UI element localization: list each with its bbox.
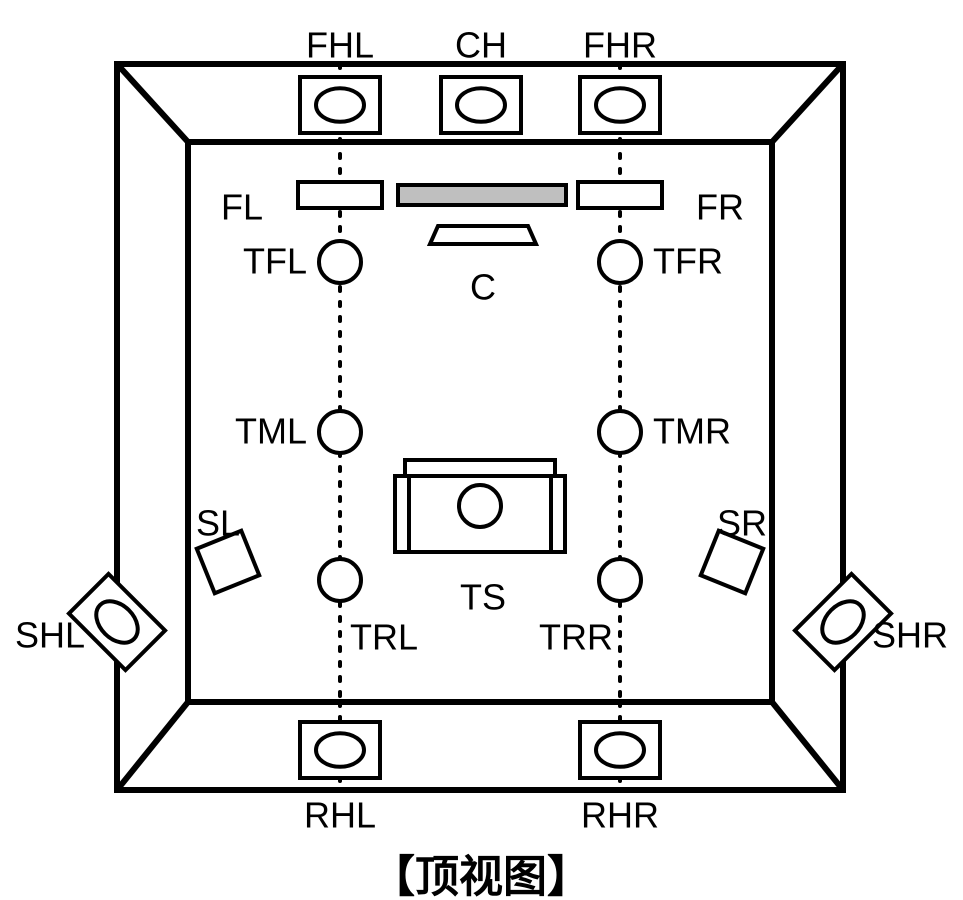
screen-bar (398, 185, 566, 205)
label-tmr: TMR (653, 411, 731, 452)
room-corner-line (772, 702, 843, 790)
label-trr: TRR (539, 617, 613, 658)
diagram-title: 【顶视图】 (371, 853, 591, 900)
speaker-rhr (580, 722, 660, 778)
room-outer (117, 64, 843, 790)
label-trl: TRL (350, 617, 418, 658)
label-sr: SR (717, 503, 767, 544)
speaker-ch (441, 77, 521, 133)
label-tfr: TFR (653, 241, 723, 282)
speaker-trl (319, 559, 361, 601)
label-tfl: TFL (243, 241, 307, 282)
speaker-trr (599, 559, 641, 601)
speaker-tml (319, 411, 361, 453)
speaker-rhl (300, 722, 380, 778)
room-corner-line (117, 702, 188, 790)
speaker-fr (578, 182, 662, 208)
speaker-fl (298, 182, 382, 208)
speaker-fhr (580, 77, 660, 133)
speaker-tfr (599, 241, 641, 283)
speaker-tfl (319, 241, 361, 283)
speaker-c (430, 226, 536, 244)
label-c: C (470, 267, 496, 308)
sofa-arm-r (551, 476, 565, 552)
label-rhr: RHR (581, 795, 659, 836)
label-fr: FR (696, 187, 744, 228)
label-sl: SL (196, 503, 240, 544)
label-rhl: RHL (304, 795, 376, 836)
listener-head (459, 485, 501, 527)
label-ts: TS (460, 577, 506, 618)
room-corner-line (772, 64, 843, 142)
label-fl: FL (221, 187, 263, 228)
label-fhr: FHR (583, 25, 657, 66)
label-shr: SHR (872, 615, 948, 656)
speaker-fhl (300, 77, 380, 133)
room-corner-line (117, 64, 188, 142)
label-tml: TML (235, 411, 307, 452)
label-ch: CH (455, 25, 507, 66)
label-shl: SHL (15, 615, 85, 656)
label-fhl: FHL (306, 25, 374, 66)
sofa-arm-l (395, 476, 409, 552)
sofa-back (405, 460, 555, 476)
speaker-tmr (599, 411, 641, 453)
